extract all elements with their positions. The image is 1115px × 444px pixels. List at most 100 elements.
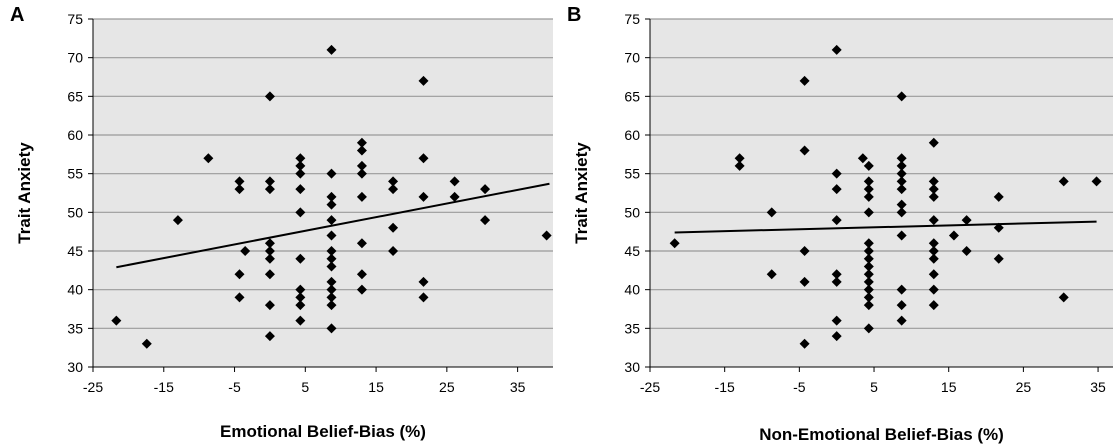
data-point	[234, 292, 245, 303]
data-point	[961, 215, 972, 226]
panel-letter: B	[567, 4, 582, 26]
data-point	[326, 168, 337, 179]
data-point	[993, 191, 1004, 202]
y-tick-label: 75	[624, 11, 640, 27]
data-point	[264, 331, 275, 342]
data-point	[863, 207, 874, 218]
data-point	[326, 300, 337, 311]
data-point	[831, 168, 842, 179]
data-point	[863, 160, 874, 171]
data-point	[1058, 176, 1069, 187]
trendline	[674, 220, 1097, 234]
data-point	[418, 191, 429, 202]
data-point	[356, 191, 367, 202]
data-point	[326, 276, 337, 287]
data-point	[863, 261, 874, 272]
x-tick-label: -15	[715, 379, 735, 395]
data-point	[326, 215, 337, 226]
y-tick-label: 65	[624, 88, 640, 104]
data-point	[734, 153, 745, 164]
data-point	[896, 284, 907, 295]
data-point	[928, 269, 939, 280]
x-tick-label: 35	[1090, 379, 1106, 395]
y-tick-label: 45	[67, 243, 83, 259]
data-point	[295, 300, 306, 311]
data-point	[356, 269, 367, 280]
data-point	[863, 292, 874, 303]
data-point	[388, 222, 399, 233]
data-point	[896, 176, 907, 187]
data-point	[799, 276, 810, 287]
data-point	[295, 168, 306, 179]
y-tick-label: 30	[67, 359, 83, 375]
y-tick-label: 60	[67, 127, 83, 143]
data-point	[863, 184, 874, 195]
x-tick-label: 35	[510, 379, 526, 395]
data-point	[928, 184, 939, 195]
data-point	[1091, 176, 1102, 187]
data-point	[234, 269, 245, 280]
data-point	[295, 315, 306, 326]
data-point	[356, 168, 367, 179]
data-point	[111, 315, 122, 326]
x-tick-label: -15	[154, 379, 174, 395]
data-point	[388, 246, 399, 256]
data-point	[418, 276, 429, 287]
y-tick-label: 35	[67, 320, 83, 336]
y-axis-title: Trait Anxiety	[15, 142, 34, 244]
data-point	[896, 184, 907, 195]
data-point	[356, 145, 367, 156]
data-point	[896, 315, 907, 326]
data-point	[896, 199, 907, 210]
data-point	[295, 284, 306, 295]
data-point	[326, 323, 337, 334]
x-tick-label: 25	[1016, 379, 1032, 395]
data-point	[295, 292, 306, 303]
data-point	[831, 215, 842, 226]
chart-panel-b: B 30 35 40 45 50 55 60 65 70 75 -25 -15 -5 5 15 25 35 Non…	[557, 0, 1114, 444]
data-point	[863, 246, 874, 256]
y-tick-label: 45	[624, 243, 640, 259]
y-tick-label: 55	[624, 166, 640, 182]
data-point	[831, 44, 842, 55]
x-tick-label: 15	[941, 379, 957, 395]
y-axis-title: Trait Anxiety	[572, 142, 591, 244]
data-point	[480, 184, 491, 195]
data-point	[766, 207, 777, 218]
data-point	[863, 238, 874, 249]
data-point	[418, 292, 429, 303]
data-point	[356, 238, 367, 249]
data-point	[831, 184, 842, 195]
data-point	[896, 300, 907, 311]
data-point	[799, 338, 810, 349]
data-point	[141, 338, 152, 349]
data-point	[896, 168, 907, 179]
data-point	[356, 137, 367, 148]
data-point	[863, 269, 874, 280]
plot-area	[650, 19, 1113, 367]
data-point	[799, 145, 810, 156]
data-point	[418, 75, 429, 86]
data-point	[326, 261, 337, 272]
data-point	[295, 184, 306, 195]
data-point	[449, 191, 460, 202]
data-point	[264, 246, 275, 256]
data-point	[480, 215, 491, 226]
data-point	[240, 246, 251, 256]
data-point	[541, 230, 552, 241]
data-point	[863, 176, 874, 187]
data-point	[418, 153, 429, 164]
panel-letter: A	[10, 4, 25, 26]
data-point	[264, 184, 275, 195]
data-point	[295, 207, 306, 218]
y-tick-label: 30	[624, 359, 640, 375]
scatter-plot-a: 30 35 40 45 50 55 60 65 70 75 -25 -15 -5 5 15 25 35 Emoti…	[15, 11, 553, 441]
data-point	[863, 191, 874, 202]
data-point	[948, 230, 959, 241]
data-point	[831, 269, 842, 280]
x-tick-label: -25	[83, 379, 103, 395]
data-point	[928, 253, 939, 264]
x-tick-label: 5	[870, 379, 878, 395]
data-point	[203, 153, 214, 164]
data-point	[961, 246, 972, 256]
